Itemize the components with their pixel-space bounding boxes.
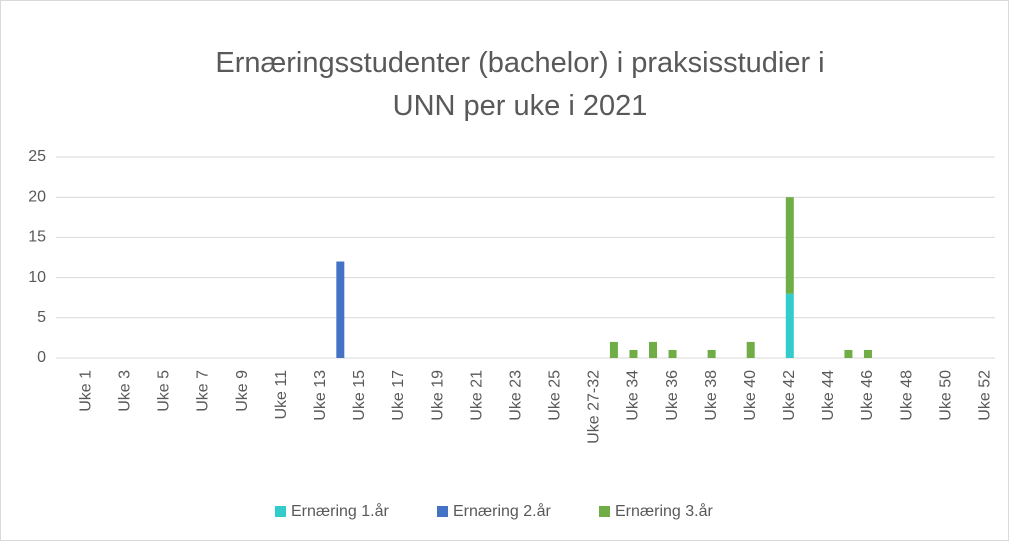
x-tick-label: Uke 9 [234, 370, 251, 412]
x-tick-label: Uke 19 [429, 370, 446, 421]
y-tick-label: 20 [28, 188, 46, 205]
y-tick-label: 5 [37, 309, 46, 326]
x-tick-label: Uke 52 [976, 370, 993, 421]
x-tick-label: Uke 27-32 [586, 370, 603, 444]
x-tick-label: Uke 1 [77, 370, 94, 412]
bar [785, 197, 794, 294]
x-tick-label: Uke 50 [937, 370, 954, 421]
legend-label: Ernæring 2.år [453, 502, 551, 520]
x-tick-label: Uke 5 [156, 370, 173, 412]
x-tick-label: Uke 38 [703, 370, 720, 421]
bar [629, 349, 638, 358]
x-tick-label: Uke 48 [898, 370, 915, 421]
x-tick-label: Uke 21 [468, 370, 485, 421]
bar [863, 349, 872, 358]
bar [336, 261, 345, 358]
bar [668, 349, 677, 358]
y-tick-label: 25 [28, 148, 46, 165]
x-tick-label: Uke 13 [312, 370, 329, 421]
x-tick-label: Uke 15 [351, 370, 368, 421]
y-tick-label: 10 [28, 269, 46, 286]
legend-label: Ernæring 3.år [615, 502, 713, 520]
x-tick-label: Uke 42 [781, 370, 798, 421]
x-tick-label: Uke 36 [664, 370, 681, 421]
x-tick-label: Uke 25 [547, 370, 564, 421]
y-tick-label: 15 [28, 229, 46, 246]
chart-title: UNN per uke i 2021 [393, 90, 648, 122]
bar [609, 341, 618, 358]
bar [649, 341, 658, 358]
x-tick-label: Uke 40 [742, 370, 759, 421]
x-tick-label: Uke 34 [625, 370, 642, 421]
legend-swatch [437, 506, 448, 517]
legend-label: Ernæring 1.år [291, 502, 389, 520]
legend-swatch [275, 506, 286, 517]
bar [785, 293, 794, 358]
bar [707, 349, 716, 358]
y-tick-label: 0 [37, 349, 46, 366]
x-tick-label: Uke 46 [859, 370, 876, 421]
x-tick-label: Uke 23 [507, 370, 524, 421]
bar [746, 341, 755, 358]
x-tick-label: Uke 11 [273, 370, 290, 420]
bar [844, 349, 853, 358]
x-tick-label: Uke 7 [195, 370, 212, 412]
x-tick-label: Uke 44 [820, 370, 837, 421]
x-tick-label: Uke 3 [117, 370, 134, 412]
chart-title: Ernæringsstudenter (bachelor) i praksiss… [215, 47, 824, 79]
legend-swatch [599, 506, 610, 517]
x-tick-label: Uke 17 [390, 370, 407, 421]
